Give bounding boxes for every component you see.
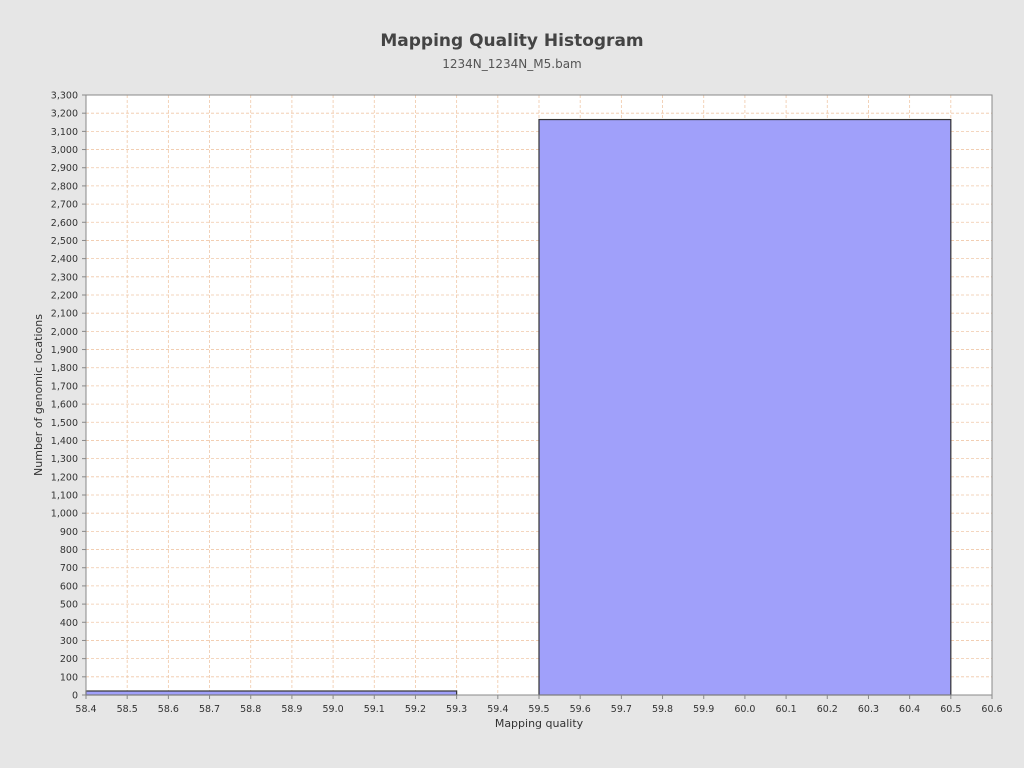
y-tick-label: 2,600 bbox=[51, 218, 78, 229]
y-tick-label: 1,900 bbox=[51, 345, 78, 356]
y-tick-label: 2,800 bbox=[51, 181, 78, 192]
histogram-bar bbox=[538, 118, 952, 696]
y-tick-label: 400 bbox=[60, 618, 78, 629]
y-tick-label: 2,400 bbox=[51, 254, 78, 265]
y-tick-label: 1,000 bbox=[51, 509, 78, 520]
y-tick-label: 1,400 bbox=[51, 436, 78, 447]
x-tick-label: 60.3 bbox=[858, 704, 879, 715]
y-tick-label: 2,300 bbox=[51, 272, 78, 283]
y-tick-label: 2,700 bbox=[51, 200, 78, 211]
x-tick-label: 58.5 bbox=[117, 704, 138, 715]
x-tick-label: 59.0 bbox=[323, 704, 344, 715]
y-tick-label: 2,100 bbox=[51, 309, 78, 320]
x-tick-label: 59.1 bbox=[364, 704, 385, 715]
x-axis-label: Mapping quality bbox=[495, 717, 584, 730]
y-tick-label: 600 bbox=[60, 581, 78, 592]
x-tick-label: 58.6 bbox=[158, 704, 179, 715]
y-tick-label: 500 bbox=[60, 600, 78, 611]
y-tick-label: 800 bbox=[60, 545, 78, 556]
x-tick-label: 59.8 bbox=[652, 704, 673, 715]
chart-title: Mapping Quality Histogram bbox=[380, 31, 644, 51]
x-tick-label: 60.6 bbox=[981, 704, 1002, 715]
histogram-bars bbox=[85, 118, 952, 696]
y-tick-label: 1,500 bbox=[51, 418, 78, 429]
y-axis-label: Number of genomic locations bbox=[32, 314, 45, 476]
x-tick-label: 58.8 bbox=[240, 704, 261, 715]
histogram-bar bbox=[85, 690, 458, 696]
x-tick-label: 59.6 bbox=[570, 704, 591, 715]
x-tick-label: 60.5 bbox=[940, 704, 961, 715]
y-tick-label: 1,700 bbox=[51, 381, 78, 392]
y-tick-label: 2,500 bbox=[51, 236, 78, 247]
y-tick-label: 1,100 bbox=[51, 491, 78, 502]
y-tick-label: 3,200 bbox=[51, 109, 78, 120]
y-tick-label: 700 bbox=[60, 563, 78, 574]
x-tick-label: 59.2 bbox=[405, 704, 426, 715]
y-tick-label: 2,000 bbox=[51, 327, 78, 338]
x-axis-ticks: 58.4 58.5 58.6 58.7 58.8 58.9 59.0 59.1 59.2 59.3… bbox=[75, 695, 1003, 715]
y-tick-label: 100 bbox=[60, 672, 78, 683]
y-tick-label: 2,200 bbox=[51, 291, 78, 302]
x-tick-label: 60.0 bbox=[734, 704, 755, 715]
x-tick-label: 60.2 bbox=[817, 704, 838, 715]
y-tick-label: 1,600 bbox=[51, 400, 78, 411]
y-tick-label: 1,300 bbox=[51, 454, 78, 465]
y-tick-label: 0 bbox=[72, 691, 78, 702]
x-tick-label: 59.4 bbox=[487, 704, 508, 715]
x-tick-label: 58.4 bbox=[75, 704, 96, 715]
y-tick-label: 3,100 bbox=[51, 127, 78, 138]
x-tick-label: 59.5 bbox=[528, 704, 549, 715]
y-tick-label: 3,300 bbox=[51, 91, 78, 102]
x-tick-label: 59.7 bbox=[611, 704, 632, 715]
y-tick-label: 200 bbox=[60, 654, 78, 665]
x-tick-label: 59.3 bbox=[446, 704, 467, 715]
y-tick-label: 300 bbox=[60, 636, 78, 647]
y-tick-label: 2,900 bbox=[51, 163, 78, 174]
x-tick-label: 60.4 bbox=[899, 704, 920, 715]
x-tick-label: 59.9 bbox=[693, 704, 714, 715]
y-tick-label: 1,200 bbox=[51, 472, 78, 483]
chart-subtitle: 1234N_1234N_M5.bam bbox=[442, 57, 582, 71]
y-tick-label: 3,000 bbox=[51, 145, 78, 156]
x-tick-label: 60.1 bbox=[776, 704, 797, 715]
y-axis-ticks: 0 100 200 300 400 500 600 700 800 900 1,000 1,100 1,… bbox=[51, 91, 86, 702]
y-tick-label: 1,800 bbox=[51, 363, 78, 374]
x-tick-label: 58.7 bbox=[199, 704, 220, 715]
y-tick-label: 900 bbox=[60, 527, 78, 538]
x-tick-label: 58.9 bbox=[281, 704, 302, 715]
